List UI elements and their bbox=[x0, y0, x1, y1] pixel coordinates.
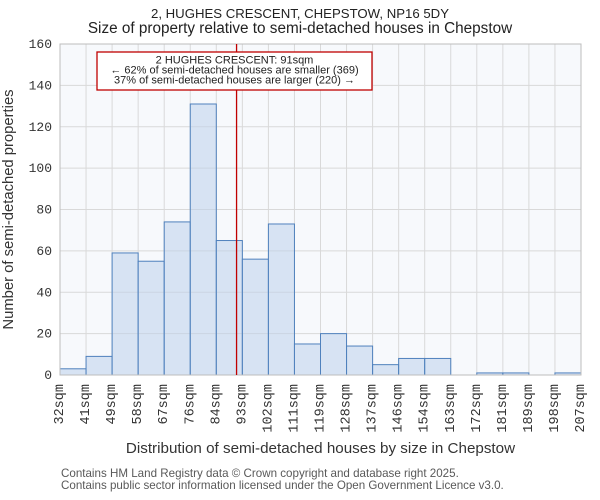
svg-text:32sqm: 32sqm bbox=[53, 384, 68, 425]
svg-text:198sqm: 198sqm bbox=[548, 384, 563, 433]
svg-text:0: 0 bbox=[44, 368, 52, 383]
svg-text:Number of semi-detached proper: Number of semi-detached properties bbox=[1, 89, 17, 329]
svg-text:Distribution of semi-detached: Distribution of semi-detached houses by … bbox=[126, 440, 515, 457]
svg-text:189sqm: 189sqm bbox=[522, 384, 537, 433]
svg-text:93sqm: 93sqm bbox=[235, 384, 250, 425]
svg-text:137sqm: 137sqm bbox=[366, 384, 381, 433]
svg-text:146sqm: 146sqm bbox=[392, 384, 407, 433]
svg-text:119sqm: 119sqm bbox=[314, 384, 329, 433]
svg-text:20: 20 bbox=[36, 327, 52, 342]
svg-text:41sqm: 41sqm bbox=[79, 384, 94, 425]
svg-text:60: 60 bbox=[36, 244, 52, 259]
svg-text:102sqm: 102sqm bbox=[261, 384, 276, 433]
svg-text:58sqm: 58sqm bbox=[131, 384, 146, 425]
svg-text:172sqm: 172sqm bbox=[470, 384, 485, 433]
svg-text:37% of semi-detached houses ar: 37% of semi-detached houses are larger (… bbox=[114, 75, 355, 87]
svg-text:140: 140 bbox=[29, 78, 52, 93]
svg-text:100: 100 bbox=[29, 161, 52, 176]
svg-text:84sqm: 84sqm bbox=[209, 384, 224, 425]
svg-text:40: 40 bbox=[36, 285, 52, 300]
svg-text:111sqm: 111sqm bbox=[287, 384, 302, 433]
svg-text:67sqm: 67sqm bbox=[157, 384, 172, 425]
svg-text:163sqm: 163sqm bbox=[444, 384, 459, 433]
svg-text:128sqm: 128sqm bbox=[340, 384, 355, 433]
svg-text:160: 160 bbox=[29, 37, 52, 52]
svg-text:76sqm: 76sqm bbox=[183, 384, 198, 425]
svg-text:120: 120 bbox=[29, 120, 52, 135]
svg-text:80: 80 bbox=[36, 203, 52, 218]
svg-text:207sqm: 207sqm bbox=[574, 384, 589, 433]
svg-text:181sqm: 181sqm bbox=[496, 384, 511, 433]
svg-text:49sqm: 49sqm bbox=[105, 384, 120, 425]
svg-text:154sqm: 154sqm bbox=[418, 384, 433, 433]
